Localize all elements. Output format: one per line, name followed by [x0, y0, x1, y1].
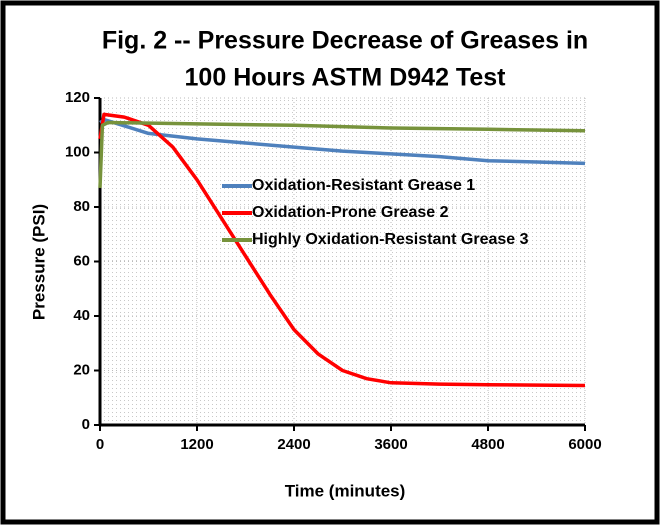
y-axis-label: Pressure (PSI) — [29, 204, 48, 320]
x-axis-label: Time (minutes) — [285, 481, 406, 500]
y-tick-label: 100 — [65, 143, 90, 160]
x-tick-label: 4800 — [471, 436, 504, 453]
x-tick-label: 1200 — [180, 436, 213, 453]
y-tick-label: 80 — [73, 198, 90, 215]
chart-title: 100 Hours ASTM D942 Test — [185, 64, 507, 92]
legend-label: Oxidation-Prone Grease 2 — [252, 204, 449, 221]
x-tick-label: 3600 — [374, 436, 407, 453]
x-tick-label: 2400 — [277, 436, 310, 453]
y-tick-label: 40 — [73, 307, 90, 324]
chart-title: Fig. 2 -- Pressure Decrease of Greases i… — [102, 27, 588, 55]
y-tick-label: 120 — [65, 89, 90, 106]
legend-label: Oxidation-Resistant Grease 1 — [252, 177, 475, 194]
x-tick-label: 0 — [96, 436, 104, 453]
legend-label: Highly Oxidation-Resistant Grease 3 — [252, 231, 529, 248]
series-line — [98, 120, 586, 188]
x-tick-label: 6000 — [568, 436, 601, 453]
series-line — [99, 118, 586, 166]
y-tick-label: 60 — [73, 252, 90, 269]
y-tick-label: 20 — [73, 361, 90, 378]
y-tick-label: 0 — [82, 416, 90, 433]
